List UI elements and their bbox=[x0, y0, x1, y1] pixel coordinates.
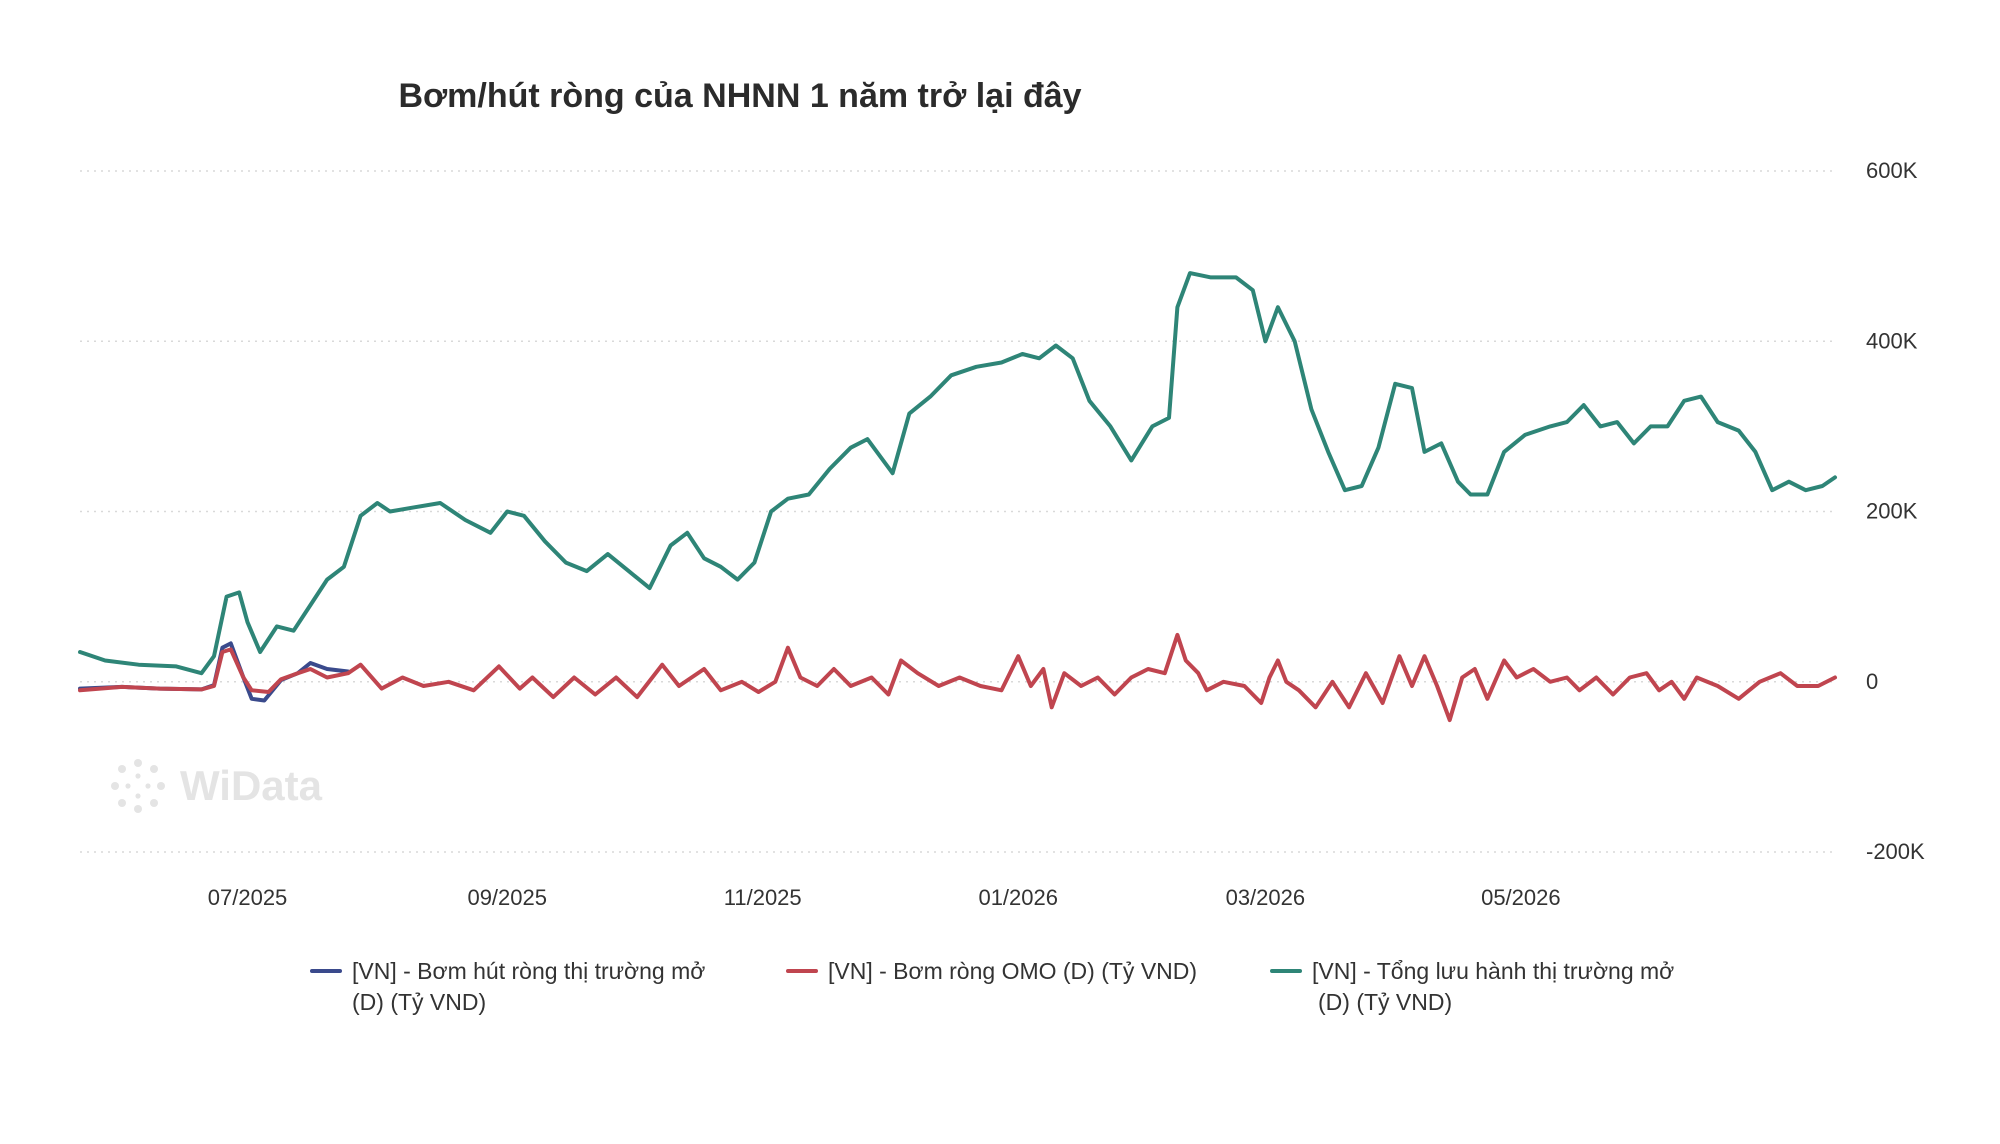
widata-logo-icon bbox=[111, 759, 165, 813]
plot-area bbox=[78, 271, 1837, 723]
watermark-text: WiData bbox=[180, 762, 322, 809]
chart-legend: [VN] - Bơm hút ròng thị trường mở (D) (T… bbox=[0, 956, 2000, 1036]
watermark-logo: WiData bbox=[110, 758, 322, 814]
y-tick-label: 200K bbox=[1866, 499, 1918, 524]
series-line-1 bbox=[78, 632, 1837, 723]
legend-label-tong-luu-hanh: [VN] - Tổng lưu hành thị trường mở (D) (… bbox=[1312, 956, 1674, 1018]
y-tick-label: -200K bbox=[1866, 839, 1925, 864]
legend-swatch-bom-rong-omo bbox=[786, 969, 818, 973]
legend-label-bom-rong-omo: [VN] - Bơm ròng OMO (D) (Tỷ VND) bbox=[828, 956, 1197, 987]
legend-line: (D) (Tỷ VND) bbox=[1318, 989, 1453, 1015]
legend-swatch-tong-luu-hanh bbox=[1270, 969, 1302, 973]
legend-line: [VN] - Bơm hút ròng thị trường mở bbox=[352, 958, 706, 984]
series-line-2 bbox=[78, 271, 1837, 676]
x-tick-label: 11/2025 bbox=[724, 885, 802, 910]
x-axis: 07/2025 09/2025 11/2025 01/2026 03/2026 05/20… bbox=[208, 885, 1561, 910]
gridlines bbox=[80, 170, 1835, 853]
legend-swatch-bom-hut-rong bbox=[310, 969, 342, 973]
x-tick-label: 03/2026 bbox=[1226, 885, 1306, 910]
legend-label-bom-hut-rong: [VN] - Bơm hút ròng thị trường mở (D) (T… bbox=[352, 956, 705, 1018]
x-tick-label: 07/2025 bbox=[208, 885, 288, 910]
chart-title: Bơm/hút ròng của NHNN 1 năm trở lại đây bbox=[398, 77, 1081, 115]
x-tick-label: 09/2025 bbox=[467, 885, 547, 910]
legend-item-bom-rong-omo[interactable]: [VN] - Bơm ròng OMO (D) (Tỷ VND) bbox=[786, 956, 1197, 987]
legend-line: (D) (Tỷ VND) bbox=[352, 989, 487, 1015]
x-tick-label: 05/2026 bbox=[1481, 885, 1561, 910]
legend-line: [VN] - Bơm ròng OMO (D) (Tỷ VND) bbox=[828, 958, 1198, 984]
y-tick-label: 400K bbox=[1866, 328, 1918, 353]
legend-line: [VN] - Tổng lưu hành thị trường mở bbox=[1312, 958, 1675, 984]
y-tick-label: 600K bbox=[1866, 158, 1918, 183]
x-tick-label: 01/2026 bbox=[978, 885, 1058, 910]
y-axis: 600K 400K 200K 0 -200K bbox=[1866, 158, 1925, 864]
legend-item-bom-hut-rong[interactable]: [VN] - Bơm hút ròng thị trường mở (D) (T… bbox=[310, 956, 705, 1018]
legend-item-tong-luu-hanh[interactable]: [VN] - Tổng lưu hành thị trường mở (D) (… bbox=[1270, 956, 1674, 1018]
y-tick-label: 0 bbox=[1866, 669, 1878, 694]
